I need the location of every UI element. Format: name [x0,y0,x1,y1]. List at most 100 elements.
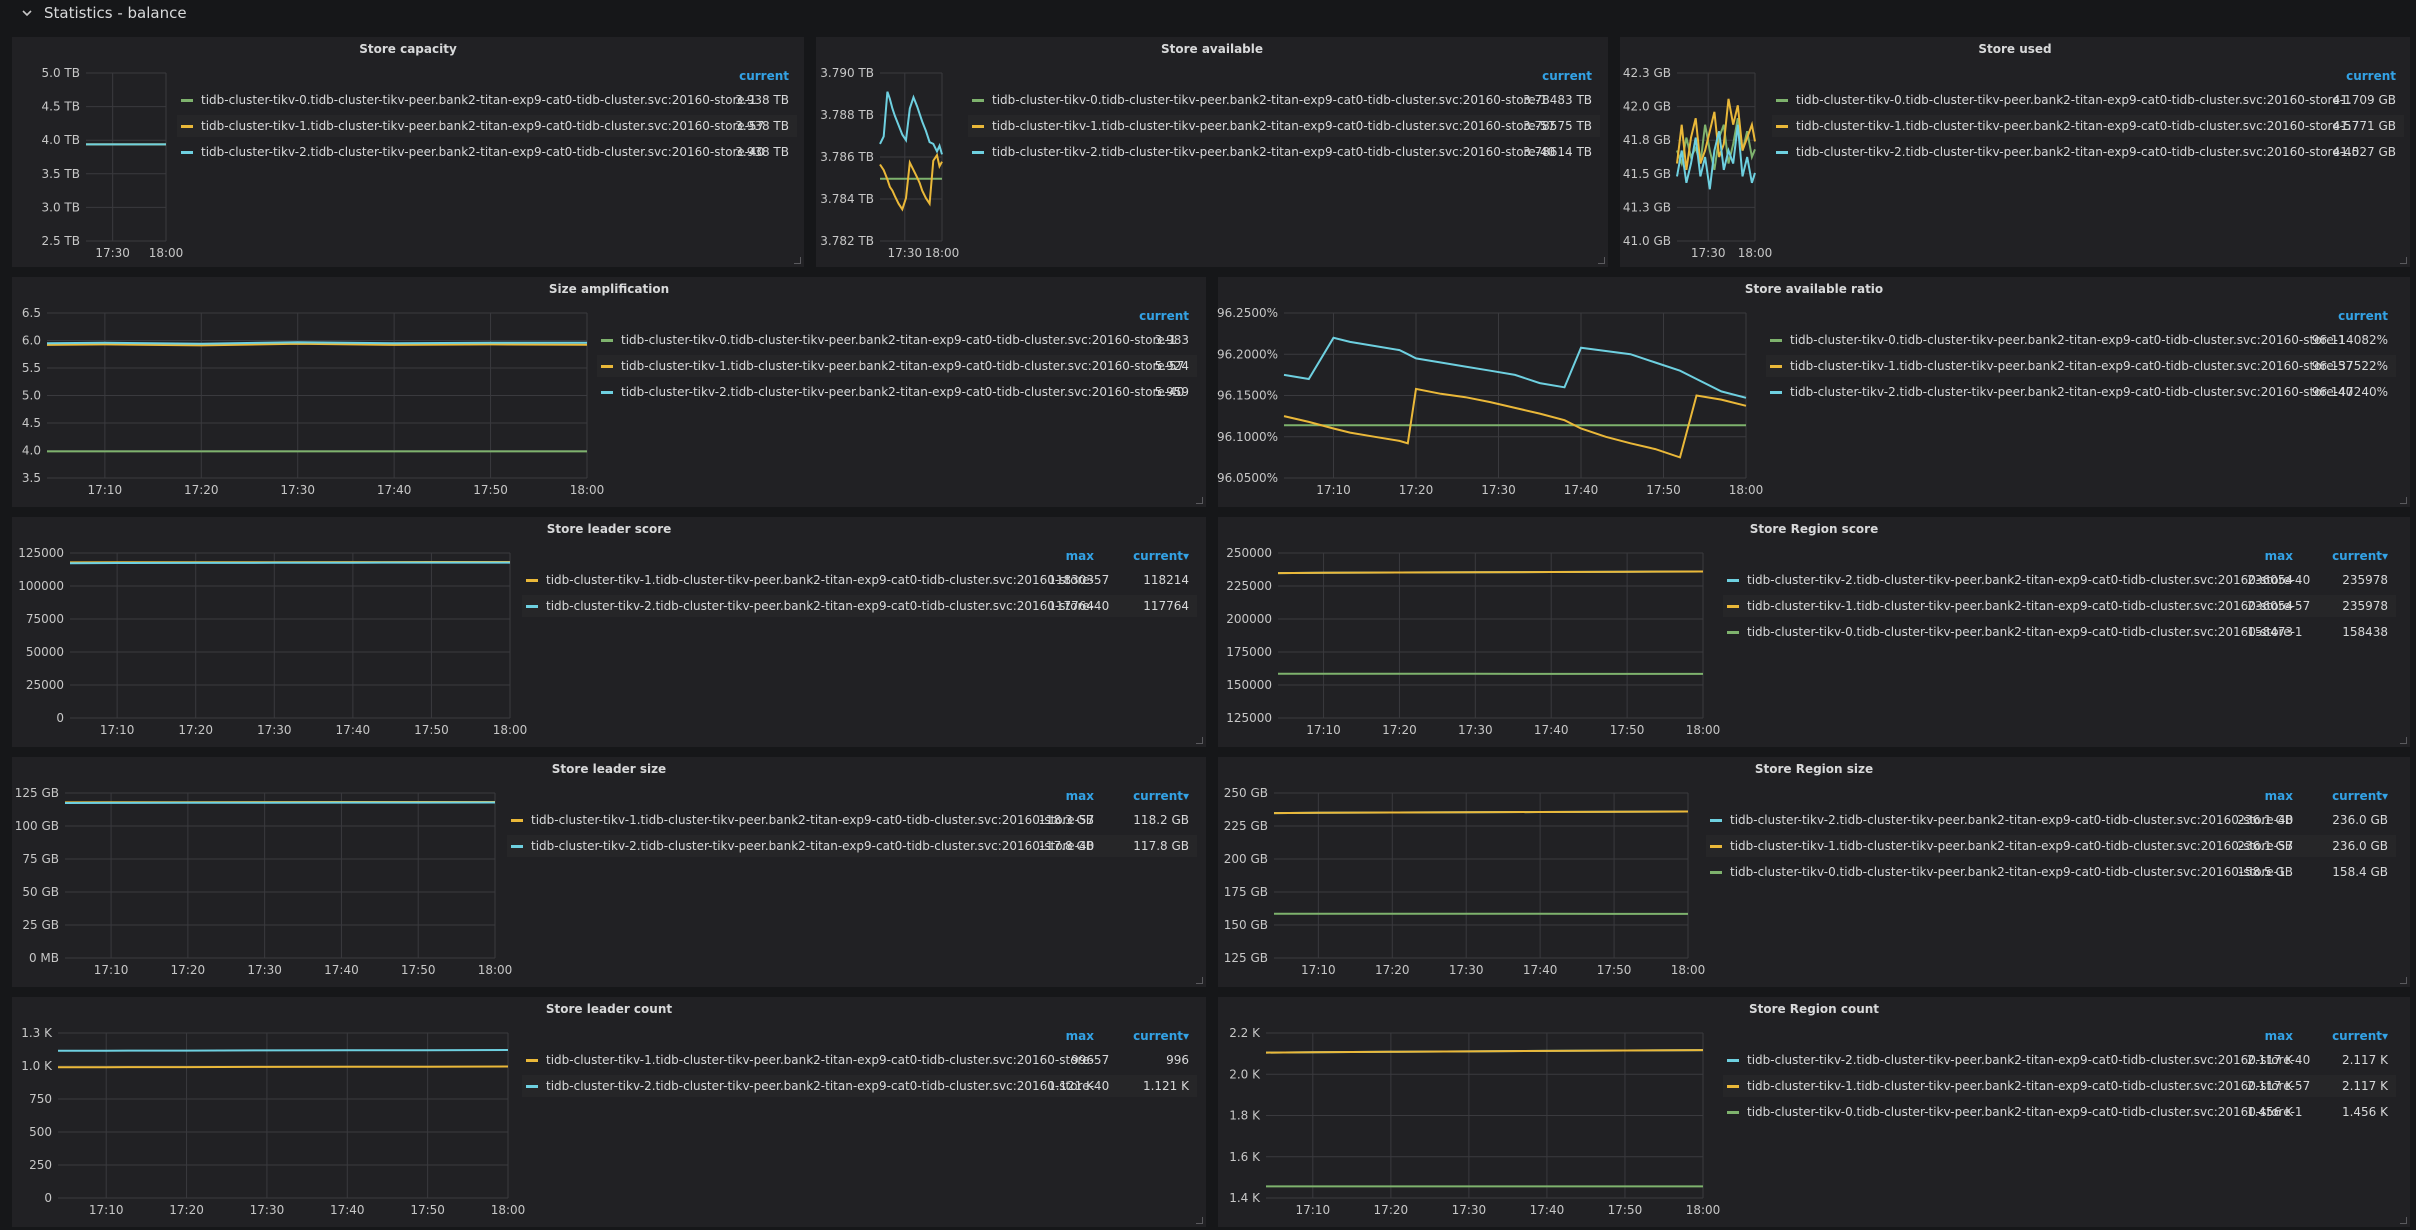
legend-header-current[interactable]: current▾ [2332,789,2388,803]
legend-series-name[interactable]: tidb-cluster-tikv-0.tidb-cluster-tikv-pe… [1796,93,2352,107]
panel-title[interactable]: Store available [1160,42,1264,56]
legend-series-name[interactable]: tidb-cluster-tikv-1.tidb-cluster-tikv-pe… [1747,1079,2311,1093]
legend-header-current[interactable]: current▾ [2332,549,2388,563]
panel-store-region-count[interactable]: Store Region count 2.2 K 2.0 K 1.8 K 1.6 K 1… [1218,997,2410,1227]
legend-swatch[interactable] [601,391,613,394]
legend-header-current[interactable]: current [2346,69,2396,83]
legend-header-max[interactable]: max [2264,549,2293,563]
legend-series-name[interactable]: tidb-cluster-tikv-0.tidb-cluster-tikv-pe… [1730,865,2286,879]
resize-handle[interactable] [1196,497,1203,504]
legend-series-name[interactable]: tidb-cluster-tikv-2.tidb-cluster-tikv-pe… [1747,1053,2311,1067]
legend-header-current[interactable]: current▾ [2332,1029,2388,1043]
legend-item[interactable]: tidb-cluster-tikv-2.tidb-cluster-tikv-pe… [1772,141,2404,163]
panel-title[interactable]: Store leader size [551,762,667,776]
legend-header-current[interactable]: current▾ [1133,789,1189,803]
legend-series-name[interactable]: tidb-cluster-tikv-1.tidb-cluster-tikv-pe… [546,1053,1110,1067]
panel-store-capacity[interactable]: Store capacity 5.0 TB 4.5 TB 4.0 TB 3.5 TB 3… [12,37,804,267]
legend-item[interactable]: tidb-cluster-tikv-2.tidb-cluster-tikv-pe… [1723,1049,2396,1071]
legend-item[interactable]: tidb-cluster-tikv-0.tidb-cluster-tikv-pe… [968,89,1600,111]
store-leader-count-chart[interactable]: 1.3 K 1.0 K 750 500 250 0 17:10 17:20 17:30 17:40… [12,997,1206,1227]
resize-handle[interactable] [2400,497,2407,504]
legend-swatch[interactable] [972,151,984,154]
panel-store-leader-size[interactable]: Store leader size 125 GB 100 GB 75 GB 50 GB… [12,757,1206,987]
legend-series-name[interactable]: tidb-cluster-tikv-1.tidb-cluster-tikv-pe… [1790,359,2354,373]
legend-series-name[interactable]: tidb-cluster-tikv-2.tidb-cluster-tikv-pe… [546,599,1110,613]
chevron-down-icon[interactable] [20,6,34,20]
legend-item[interactable]: tidb-cluster-tikv-2.tidb-cluster-tikv-pe… [507,835,1197,857]
legend-item[interactable]: tidb-cluster-tikv-0.tidb-cluster-tikv-pe… [1706,861,2396,883]
store-leader-score-chart[interactable]: 125000 100000 75000 50000 25000 0 17:10 17:20 17… [12,517,1206,747]
legend-header-max[interactable]: max [1065,549,1094,563]
legend-swatch[interactable] [526,605,538,608]
legend-swatch[interactable] [526,1085,538,1088]
legend-swatch[interactable] [1710,819,1722,822]
legend-item[interactable]: tidb-cluster-tikv-0.tidb-cluster-tikv-pe… [597,329,1197,351]
legend-item[interactable]: tidb-cluster-tikv-0.tidb-cluster-tikv-pe… [1772,89,2404,111]
legend-swatch[interactable] [972,99,984,102]
legend-item[interactable]: tidb-cluster-tikv-0.tidb-cluster-tikv-pe… [1723,1101,2396,1123]
panel-title[interactable]: Store available ratio [1744,282,1884,296]
legend-header-current[interactable]: current [1542,69,1592,83]
legend-series-name[interactable]: tidb-cluster-tikv-2.tidb-cluster-tikv-pe… [1730,813,2294,827]
legend-series-name[interactable]: tidb-cluster-tikv-2.tidb-cluster-tikv-pe… [1796,145,2360,159]
legend-swatch[interactable] [1727,605,1739,608]
panel-store-region-score[interactable]: Store Region score 250000 225000 200000 175… [1218,517,2410,747]
legend-swatch[interactable] [181,151,193,154]
panel-title[interactable]: Store Region size [1754,762,1874,776]
legend-swatch[interactable] [1727,631,1739,634]
legend-swatch[interactable] [1710,871,1722,874]
legend-item[interactable]: tidb-cluster-tikv-2.tidb-cluster-tikv-pe… [597,381,1197,403]
legend-series-name[interactable]: tidb-cluster-tikv-0.tidb-cluster-tikv-pe… [1747,625,2303,639]
legend-swatch[interactable] [1776,125,1788,128]
resize-handle[interactable] [1196,977,1203,984]
legend-header-max[interactable]: max [1065,789,1094,803]
panel-title[interactable]: Size amplification [548,282,670,296]
legend-series-name[interactable]: tidb-cluster-tikv-2.tidb-cluster-tikv-pe… [992,145,1556,159]
panel-title[interactable]: Store leader count [545,1002,673,1016]
legend-swatch[interactable] [181,125,193,128]
panel-title[interactable]: Store Region score [1749,522,1879,536]
panel-store-leader-count[interactable]: Store leader count 1.3 K 1.0 K 750 500 250 0 1… [12,997,1206,1227]
legend-swatch[interactable] [1727,1111,1739,1114]
legend-series-name[interactable]: tidb-cluster-tikv-2.tidb-cluster-tikv-pe… [201,145,765,159]
legend-series-name[interactable]: tidb-cluster-tikv-2.tidb-cluster-tikv-pe… [531,839,1095,853]
legend-item[interactable]: tidb-cluster-tikv-0.tidb-cluster-tikv-pe… [177,89,797,111]
legend-item[interactable]: tidb-cluster-tikv-1.tidb-cluster-tikv-pe… [1772,115,2404,137]
legend-item[interactable]: tidb-cluster-tikv-2.tidb-cluster-tikv-pe… [522,595,1197,617]
panel-store-used[interactable]: Store used 42.3 GB 42.0 GB 41.8 GB 41.5 GB 4… [1620,37,2410,267]
legend-swatch[interactable] [1727,1059,1739,1062]
legend-header-max[interactable]: max [2264,789,2293,803]
legend-swatch[interactable] [1770,365,1782,368]
legend-series-name[interactable]: tidb-cluster-tikv-1.tidb-cluster-tikv-pe… [621,359,1185,373]
resize-handle[interactable] [2400,1217,2407,1224]
legend-header-current[interactable]: current▾ [1133,1029,1189,1043]
legend-swatch[interactable] [601,339,613,342]
legend-series-name[interactable]: tidb-cluster-tikv-1.tidb-cluster-tikv-pe… [1730,839,2294,853]
store-region-score-chart[interactable]: 250000 225000 200000 175000 150000 125000 17:1… [1218,517,2410,747]
legend-series-name[interactable]: tidb-cluster-tikv-0.tidb-cluster-tikv-pe… [1790,333,2346,347]
legend-item[interactable]: tidb-cluster-tikv-1.tidb-cluster-tikv-pe… [1723,595,2396,617]
panel-size-amplification[interactable]: Size amplification 6.5 6.0 5.5 5.0 4.5 4.0 3.5… [12,277,1206,507]
legend-item[interactable]: tidb-cluster-tikv-1.tidb-cluster-tikv-pe… [1706,835,2396,857]
legend-swatch[interactable] [181,99,193,102]
legend-item[interactable]: tidb-cluster-tikv-1.tidb-cluster-tikv-pe… [522,569,1197,591]
legend-series-name[interactable]: tidb-cluster-tikv-0.tidb-cluster-tikv-pe… [1747,1105,2303,1119]
panel-title[interactable]: Store Region count [1748,1002,1880,1016]
legend-item[interactable]: tidb-cluster-tikv-2.tidb-cluster-tikv-pe… [1723,569,2396,591]
legend-swatch[interactable] [526,1059,538,1062]
legend-series-name[interactable]: tidb-cluster-tikv-1.tidb-cluster-tikv-pe… [992,119,1556,133]
legend-swatch[interactable] [511,845,523,848]
legend-header-current[interactable]: current▾ [1133,549,1189,563]
legend-item[interactable]: tidb-cluster-tikv-0.tidb-cluster-tikv-pe… [1766,329,2396,351]
legend-series-name[interactable]: tidb-cluster-tikv-0.tidb-cluster-tikv-pe… [621,333,1177,347]
legend-swatch[interactable] [1770,391,1782,394]
legend-swatch[interactable] [511,819,523,822]
legend-series-name[interactable]: tidb-cluster-tikv-1.tidb-cluster-tikv-pe… [531,813,1095,827]
legend-swatch[interactable] [1727,579,1739,582]
row-header-statistics-balance[interactable]: Statistics - balance [0,0,2416,26]
store-used-chart[interactable]: 42.3 GB 42.0 GB 41.8 GB 41.5 GB 41.3 GB 41.0 … [1620,37,2410,267]
legend-item[interactable]: tidb-cluster-tikv-1.tidb-cluster-tikv-pe… [507,809,1197,831]
panel-title[interactable]: Store used [1978,42,2052,56]
panel-title[interactable]: Store capacity [359,42,457,56]
legend-series-name[interactable]: tidb-cluster-tikv-1.tidb-cluster-tikv-pe… [1747,599,2311,613]
